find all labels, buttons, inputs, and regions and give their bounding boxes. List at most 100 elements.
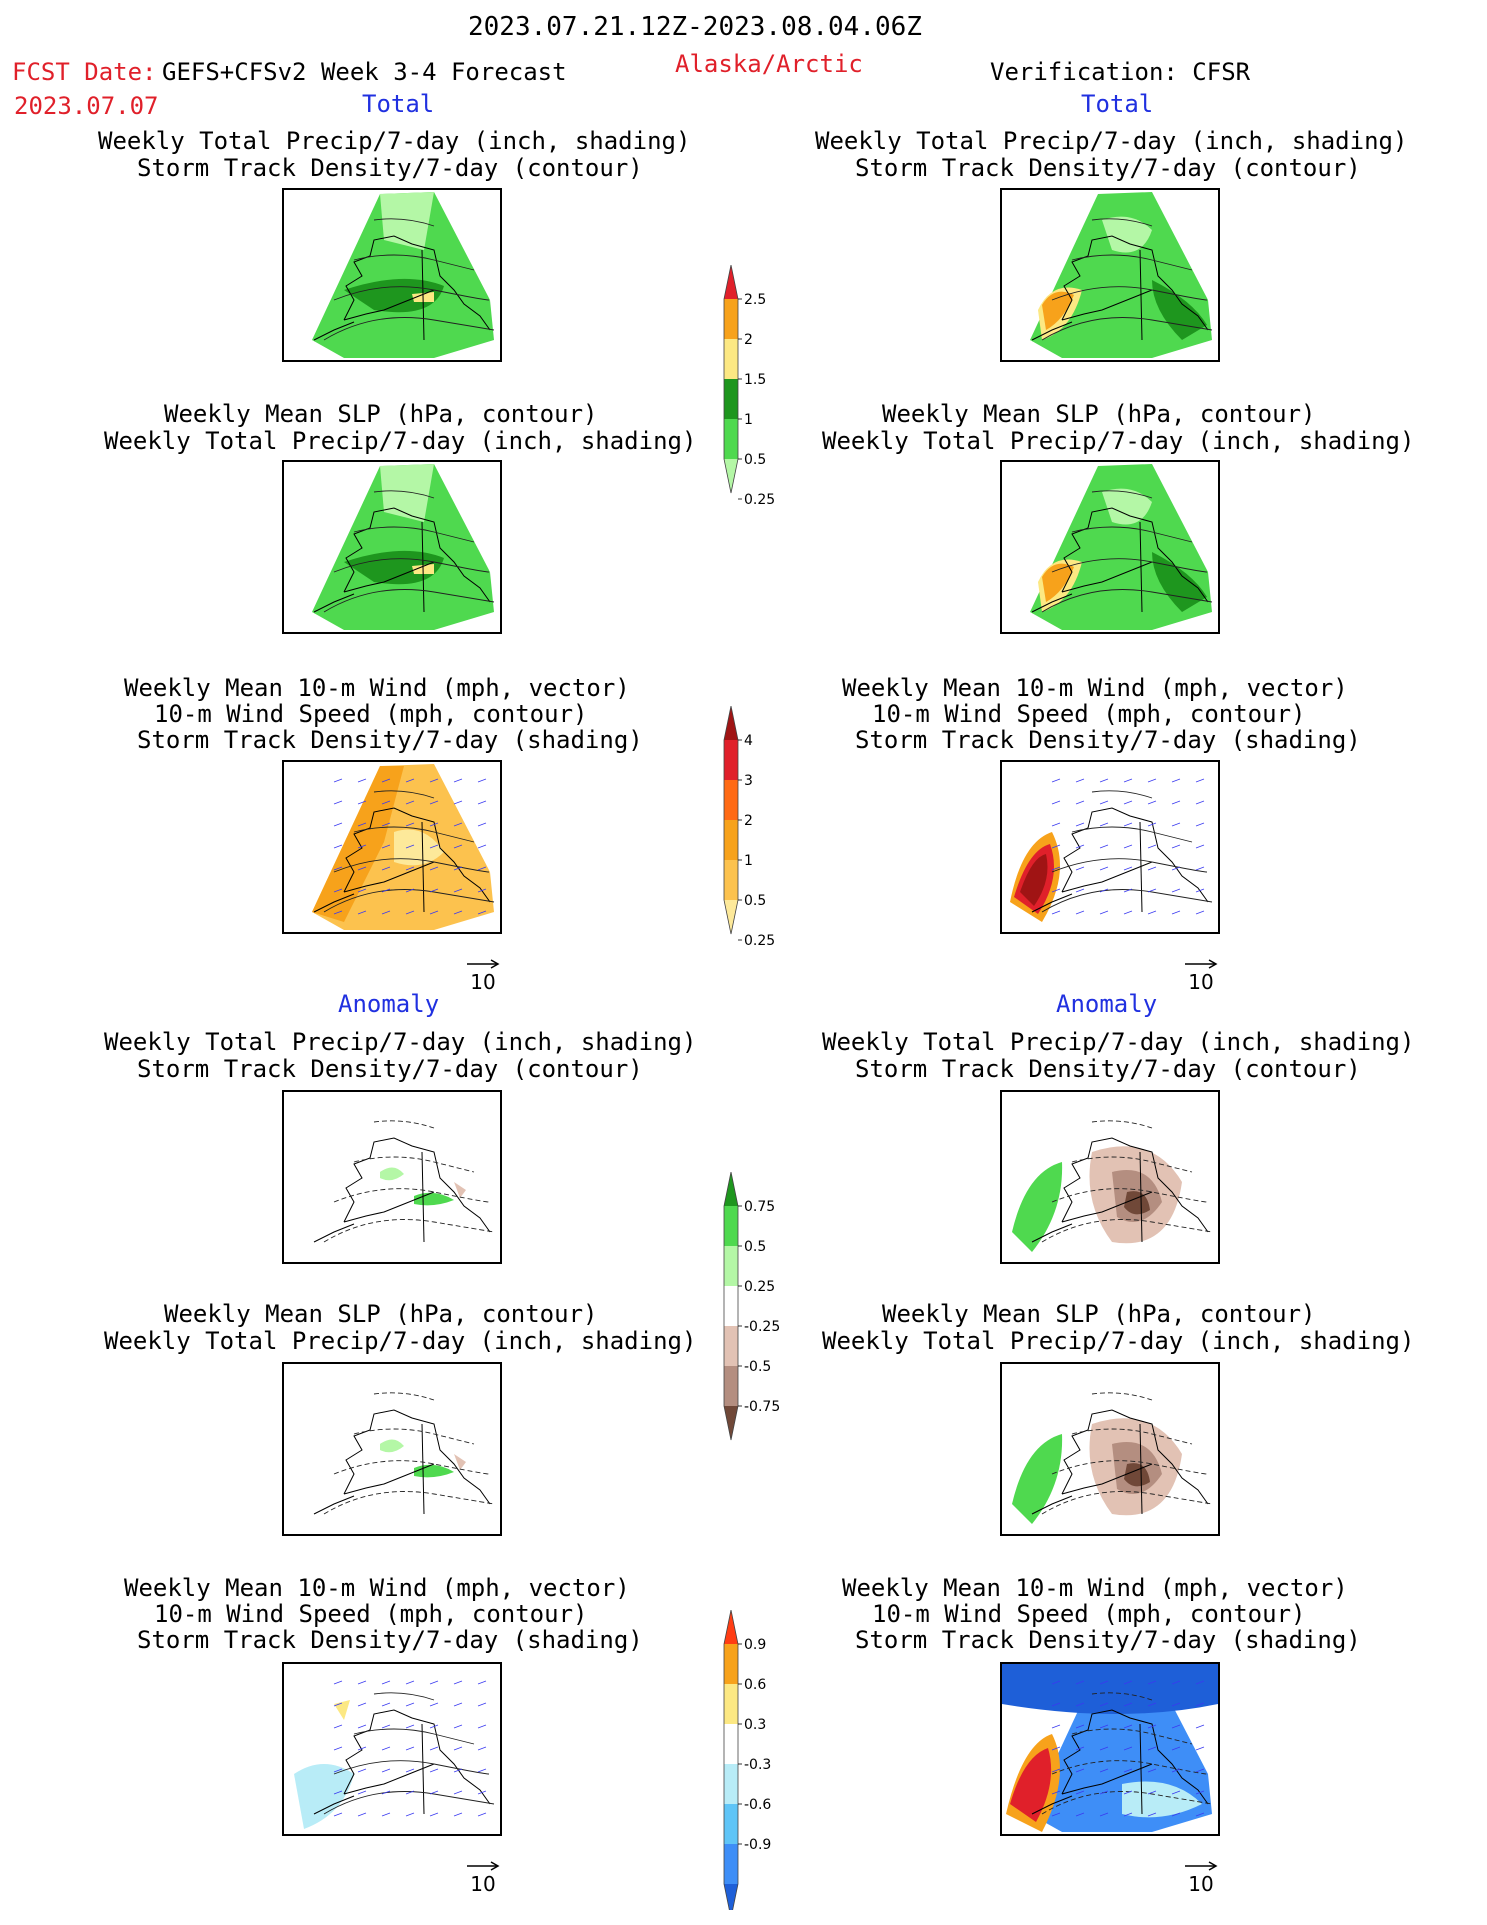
shaded-region xyxy=(312,766,404,922)
colorbar-tick-label: 0.6 xyxy=(744,1677,766,1693)
section-anomaly-right: Anomaly xyxy=(1056,990,1158,1018)
colorbar-segment xyxy=(724,1684,738,1724)
colorbar-tick-label: 0.25 xyxy=(744,1279,775,1295)
colorbar-segment xyxy=(724,1286,738,1326)
colorbar-top-triangle xyxy=(724,706,738,740)
wind-vectors xyxy=(1051,1680,1205,1817)
shaded-region xyxy=(1020,854,1048,906)
shaded-region xyxy=(380,1439,404,1453)
shaded-region xyxy=(380,1167,404,1181)
coastline xyxy=(1031,507,1209,613)
map-total-precip-storm-verif xyxy=(1000,188,1220,362)
vector-ref-l2-label: 10 xyxy=(470,1872,496,1896)
colorbar-segment xyxy=(724,1724,738,1764)
colorbar-segment xyxy=(724,419,738,459)
colorbar-tick-label: 2.5 xyxy=(744,292,766,308)
contour-lines xyxy=(1041,1692,1213,1815)
panel-title-r1a: Weekly Total Precip/7-day (inch, shading… xyxy=(815,127,1408,155)
panel-title-l6a: Weekly Mean 10-m Wind (mph, vector) xyxy=(124,1574,630,1602)
shaded-region xyxy=(1102,488,1152,525)
vector-ref-r2: 10 xyxy=(1181,1860,1221,1896)
panel-title-l4a: Weekly Total Precip/7-day (inch, shading… xyxy=(104,1028,697,1056)
panel-title-r4b: Storm Track Density/7-day (contour) xyxy=(855,1055,1361,1083)
contour-lines xyxy=(1041,490,1213,613)
colorbar-segment xyxy=(724,1326,738,1366)
panel-title-r3c: Storm Track Density/7-day (shading) xyxy=(855,726,1361,754)
panel-title-r1b: Storm Track Density/7-day (contour) xyxy=(855,154,1361,182)
panel-title-r6a: Weekly Mean 10-m Wind (mph, vector) xyxy=(842,1574,1348,1602)
panel-title-l2b: Weekly Total Precip/7-day (inch, shading… xyxy=(104,427,697,455)
colorbar-bottom-triangle xyxy=(724,1406,738,1440)
shaded-region xyxy=(1012,1162,1063,1252)
section-total-left: Total xyxy=(362,90,435,118)
colorbar-segment xyxy=(724,379,738,419)
colorbar-segment xyxy=(724,1844,738,1884)
panel-title-l6b: 10-m Wind Speed (mph, contour) xyxy=(154,1600,588,1628)
section-total-right: Total xyxy=(1081,90,1154,118)
coastline xyxy=(1031,1409,1209,1515)
panel-title-r5a: Weekly Mean SLP (hPa, contour) xyxy=(882,1300,1316,1328)
coastline xyxy=(313,1709,491,1815)
colorbar-top-triangle xyxy=(724,1172,738,1206)
shaded-region xyxy=(394,829,444,866)
model-title: GEFS+CFSv2 Week 3-4 Forecast xyxy=(162,58,567,86)
panel-title-r2b: Weekly Total Precip/7-day (inch, shading… xyxy=(822,427,1415,455)
colorbar-tick-label: -0.25 xyxy=(744,1319,780,1335)
map-anom-slp-precip-verif xyxy=(1000,1362,1220,1536)
panel-title-l2a: Weekly Mean SLP (hPa, contour) xyxy=(164,400,598,428)
shaded-region xyxy=(1002,1664,1218,1714)
contour-lines xyxy=(1041,1392,1213,1515)
panel-title-l5a: Weekly Mean SLP (hPa, contour) xyxy=(164,1300,598,1328)
panel-title-l4b: Storm Track Density/7-day (contour) xyxy=(137,1055,643,1083)
contour-lines xyxy=(323,490,495,613)
colorbar-precip-total: 2.5 2 1.5 1 0.5 0.25 xyxy=(723,265,775,508)
map-total-wind-storm-verif xyxy=(1000,760,1220,934)
panel-title-r4a: Weekly Total Precip/7-day (inch, shading… xyxy=(822,1028,1415,1056)
vector-ref-r2-label: 10 xyxy=(1188,1872,1214,1896)
panel-title-r3b: 10-m Wind Speed (mph, contour) xyxy=(872,700,1306,728)
colorbar-tick-label: 1 xyxy=(744,853,753,869)
colorbar-tick-label: -0.3 xyxy=(744,1757,771,1773)
shaded-region xyxy=(1124,1463,1150,1487)
colorbar-tick-label: 0.5 xyxy=(744,1239,766,1255)
shaded-region xyxy=(454,1454,466,1470)
panel-title-r6b: 10-m Wind Speed (mph, contour) xyxy=(872,1600,1306,1628)
panel-title-r6c: Storm Track Density/7-day (shading) xyxy=(855,1626,1361,1654)
contour-lines xyxy=(1041,1120,1213,1243)
map-total-slp-precip-fcst xyxy=(282,460,502,634)
wind-vectors xyxy=(333,778,487,915)
colorbar-segment xyxy=(724,1246,738,1286)
panel-title-r3a: Weekly Mean 10-m Wind (mph, vector) xyxy=(842,674,1348,702)
vector-ref-r1-label: 10 xyxy=(1188,970,1214,994)
wind-vectors xyxy=(1051,778,1205,915)
shaded-region xyxy=(1124,1191,1150,1215)
coastline xyxy=(313,1137,491,1243)
map-anom-slp-precip-fcst xyxy=(282,1362,502,1536)
map-anom-wind-storm-fcst xyxy=(282,1662,502,1836)
vector-ref-l2: 10 xyxy=(463,1860,503,1896)
colorbar-segment xyxy=(724,1644,738,1684)
verification-title: Verification: CFSR xyxy=(990,58,1251,86)
colorbar-storm-anom: 0.9 0.6 0.3 -0.3 -0.6 -0.9 xyxy=(723,1610,771,1910)
colorbar-tick-label: -0.6 xyxy=(744,1797,771,1813)
colorbar-tick-label: 0.9 xyxy=(744,1637,766,1653)
wind-vectors xyxy=(333,1680,487,1817)
colorbar-bottom-triangle xyxy=(724,1884,738,1910)
coastline xyxy=(313,235,491,341)
contour-lines xyxy=(1041,218,1213,341)
region-title: Alaska/Arctic xyxy=(675,50,863,78)
coastline xyxy=(1031,235,1209,341)
colorbar-segment xyxy=(724,339,738,379)
colorbar-bottom-triangle xyxy=(724,459,738,493)
contour-lines xyxy=(323,1692,495,1815)
map-total-wind-storm-fcst xyxy=(282,760,502,934)
colorbar-precip-anom: 0.75 0.5 0.25 -0.25 -0.5 -0.75 xyxy=(723,1172,780,1441)
map-total-precip-storm-fcst xyxy=(282,188,502,362)
colorbar-segment xyxy=(724,860,738,900)
colorbar-tick-label: 0.25 xyxy=(744,492,775,508)
contour-lines xyxy=(1041,790,1213,913)
panel-title-l6c: Storm Track Density/7-day (shading) xyxy=(137,1626,643,1654)
coastline xyxy=(1031,1137,1209,1243)
vector-ref-l1: 10 xyxy=(463,958,503,994)
